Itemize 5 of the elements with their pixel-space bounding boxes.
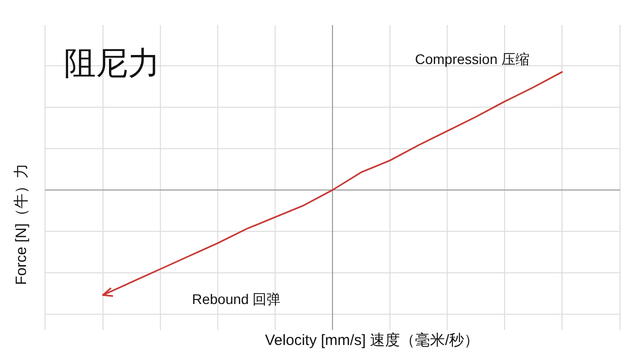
annotation: Rebound 回弹 <box>192 291 281 307</box>
text: Compression 压缩 <box>415 51 530 67</box>
x-axis-title: Velocity [mm/s] 速度（毫米/秒） <box>265 332 480 349</box>
chart-title: 阻尼力 <box>64 45 160 81</box>
y-axis-title: Force [N]（牛）力 <box>13 163 30 285</box>
